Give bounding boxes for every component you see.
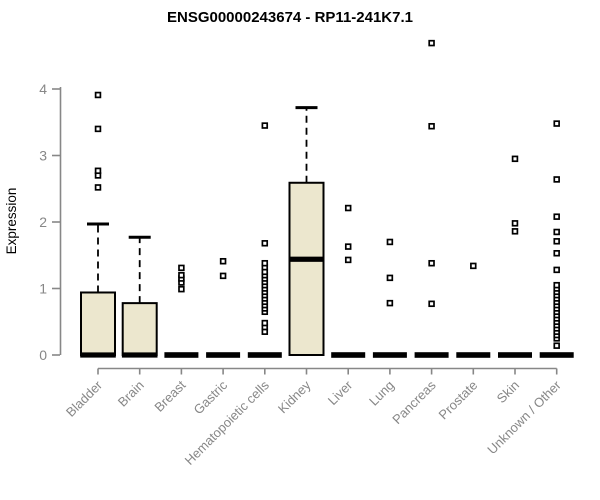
outlier-point-skin xyxy=(511,220,519,227)
outlier-point-pancreas xyxy=(428,259,435,267)
boxplot-zero-bar-skin xyxy=(498,352,532,358)
boxplot-zero-bar-gastric xyxy=(206,352,241,358)
outlier-point-skin xyxy=(511,228,519,235)
outlier-point-hematopoietic-cells xyxy=(261,240,269,247)
outlier-point-breast xyxy=(178,264,185,272)
outlier-point-unknown-other xyxy=(553,213,560,220)
boxplot-zero-bar-breast xyxy=(164,352,199,358)
boxplot-zero-bar-pancreas xyxy=(414,352,449,358)
boxplot-zero-bar-lung xyxy=(372,352,407,358)
outlier-point-unknown-other xyxy=(553,266,560,274)
y-tick-label: 2 xyxy=(39,214,47,230)
outlier-point-unknown-other xyxy=(553,342,560,349)
x-tick-label-unknown-other: Unknown / Other xyxy=(484,377,564,457)
outlier-point-hematopoietic-cells xyxy=(261,259,269,267)
outlier-point-unknown-other xyxy=(553,120,560,127)
outlier-point-pancreas xyxy=(428,300,435,308)
outlier-point-hematopoietic-cells xyxy=(261,122,269,129)
y-tick-label: 1 xyxy=(39,281,47,297)
outlier-point-liver xyxy=(344,204,352,212)
outlier-point-unknown-other xyxy=(553,176,560,183)
median-line-kidney xyxy=(288,256,325,262)
outlier-point-pancreas xyxy=(428,122,435,130)
outlier-point-bladder xyxy=(94,125,102,133)
outlier-point-gastric xyxy=(219,257,227,265)
outlier-point-lung xyxy=(386,299,394,307)
outlier-point-liver xyxy=(344,256,352,264)
x-tick-label-prostate: Prostate xyxy=(436,378,481,423)
x-tick-label-breast: Breast xyxy=(151,377,188,414)
x-tick-label-skin: Skin xyxy=(494,378,522,406)
boxplot-zero-bar-unknown-other xyxy=(539,352,574,358)
x-tick-label-lung: Lung xyxy=(366,378,397,409)
outlier-point-unknown-other xyxy=(553,228,560,236)
outlier-point-breast xyxy=(178,285,185,293)
outlier-point-liver xyxy=(344,243,352,250)
outlier-point-unknown-other xyxy=(553,238,560,245)
x-tick-label-pancreas: Pancreas xyxy=(389,377,439,427)
outlier-point-breast xyxy=(178,271,185,279)
x-tick-label-brain: Brain xyxy=(115,378,147,410)
boxplot-zero-bar-hematopoietic-cells xyxy=(247,352,282,358)
boxplot-box-bladder xyxy=(80,291,116,356)
y-axis-label: Expression xyxy=(4,188,19,255)
boxplot-zero-bar-prostate xyxy=(456,352,491,358)
median-line-brain xyxy=(121,352,158,358)
outlier-point-bladder xyxy=(94,167,102,175)
outlier-point-unknown-other xyxy=(553,250,560,257)
x-tick-label-liver: Liver xyxy=(325,377,356,408)
outlier-point-hematopoietic-cells xyxy=(261,319,269,327)
chart-title: ENSG00000243674 - RP11-241K7.1 xyxy=(167,9,413,26)
outlier-point-unknown-other xyxy=(553,281,560,289)
outlier-point-gastric xyxy=(219,272,227,280)
outlier-point-skin xyxy=(511,155,519,163)
x-tick-label-bladder: Bladder xyxy=(63,377,106,420)
y-tick-label: 3 xyxy=(39,148,47,164)
boxplot-box-kidney xyxy=(288,181,325,356)
outlier-point-lung xyxy=(386,238,394,246)
outlier-point-bladder xyxy=(94,184,102,191)
x-tick-label-kidney: Kidney xyxy=(275,377,314,416)
outlier-point-bladder xyxy=(94,91,102,99)
boxplot-box-brain xyxy=(121,302,158,357)
outlier-point-prostate xyxy=(470,262,477,270)
outlier-point-pancreas xyxy=(428,39,435,47)
x-tick-label-gastric: Gastric xyxy=(191,377,231,417)
y-tick-label: 0 xyxy=(39,347,47,363)
outlier-point-lung xyxy=(386,274,394,282)
boxplot-zero-bar-liver xyxy=(331,352,366,358)
y-tick-label: 4 xyxy=(39,81,47,97)
median-line-bladder xyxy=(80,352,116,358)
